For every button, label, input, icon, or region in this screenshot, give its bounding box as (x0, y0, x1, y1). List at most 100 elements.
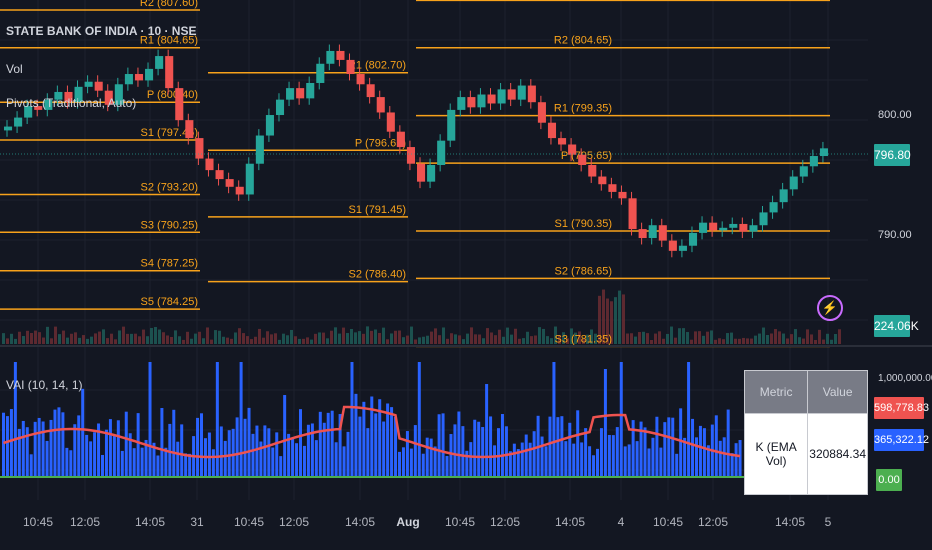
volume-bar (182, 339, 185, 344)
volume-bar (774, 329, 777, 344)
candle-body (54, 91, 63, 100)
candle-body (739, 223, 748, 232)
vai-bar (37, 417, 41, 477)
candle-body (638, 229, 647, 239)
volume-bar (382, 327, 385, 344)
time-tick-label: 14:05 (555, 515, 585, 529)
volume-bar (762, 327, 765, 344)
vai-bar (211, 449, 215, 477)
volume-bar (602, 289, 605, 344)
candle-body (74, 86, 83, 103)
vai-bar (120, 450, 124, 477)
vai-bar (647, 448, 651, 477)
candle-body (437, 140, 446, 165)
vai-bar (588, 446, 592, 477)
volume-bar (90, 336, 93, 344)
volume-bar (226, 337, 229, 344)
lightning-icon[interactable]: ⚡ (817, 295, 843, 321)
candle-body (235, 186, 244, 195)
vai-bar (493, 445, 497, 477)
candle-body (165, 56, 174, 89)
price-tick-790: 790.00 (878, 229, 912, 241)
pivot-level-label: S5 (784.25) (141, 296, 198, 308)
vai-zero-tag: 0.00 (876, 469, 902, 491)
vai-bar (390, 407, 394, 477)
candle-body (4, 126, 13, 131)
vai-bar (358, 416, 362, 477)
volume-bar (566, 338, 569, 344)
vai-bar (374, 413, 378, 477)
vai-bar (508, 451, 512, 477)
vai-bar (378, 399, 382, 477)
volume-bar (82, 335, 85, 344)
volume-bar (510, 334, 513, 344)
vai-bar (223, 440, 227, 477)
volume-bar (410, 326, 413, 344)
candle-body (688, 232, 698, 246)
vai-histogram (2, 362, 742, 477)
candle-body (44, 99, 53, 110)
volume-bar (270, 334, 273, 344)
volume-bar (558, 335, 561, 344)
volume-bar (266, 331, 269, 344)
volume-bar (422, 336, 425, 344)
volume-bar (698, 331, 701, 344)
vai-bar (362, 401, 366, 477)
volume-bar (666, 333, 669, 344)
vai-bar (584, 428, 588, 477)
volume-bar (158, 329, 161, 344)
volume-bar (834, 333, 837, 344)
vai-bar (580, 442, 584, 477)
candle-body (457, 97, 466, 110)
vai-bar (136, 413, 140, 477)
vai-bar (445, 456, 449, 477)
volume-bar (386, 339, 389, 344)
time-tick-label: 4 (618, 515, 625, 529)
volume-bar (22, 336, 25, 344)
volume-bar (590, 329, 593, 344)
vai-bar (695, 437, 698, 477)
vai-bar (635, 441, 639, 477)
vai-bar (239, 362, 243, 477)
volume-bar (298, 338, 301, 344)
candle-body (124, 74, 133, 85)
volume-bar (282, 333, 285, 344)
volume-bar (506, 327, 509, 344)
candle-body (225, 179, 234, 187)
volume-bar (806, 329, 809, 344)
vai-bar (409, 448, 413, 477)
candle-body (568, 144, 577, 155)
candle-body (547, 122, 557, 139)
volume-bar (686, 332, 689, 344)
vai-bar (473, 419, 477, 477)
candle-body (376, 97, 385, 113)
candle-body (427, 165, 436, 182)
volume-bar (750, 338, 753, 344)
volume-bar (222, 336, 225, 344)
vai-bar (667, 417, 671, 477)
vai-bar (310, 423, 314, 477)
vai-bar (219, 426, 223, 477)
volume-bar (530, 336, 533, 344)
pivots-legend[interactable]: Pivots (Traditional, Auto) (6, 96, 137, 110)
candle-body (134, 74, 144, 81)
volume-legend[interactable]: Vol (6, 62, 23, 76)
volume-bar (486, 328, 489, 344)
candle-body (336, 50, 345, 60)
volume-bar (694, 331, 697, 344)
volume-bar (146, 336, 149, 344)
vai-legend[interactable]: VAI (10, 14, 1) (6, 378, 83, 392)
candle-body (406, 147, 415, 164)
volume-bar (582, 338, 585, 344)
candle-body (275, 99, 285, 116)
volume-bar (442, 327, 445, 344)
volume-bar (670, 326, 673, 344)
candle-body (668, 240, 677, 251)
candle-body (658, 225, 667, 241)
volume-bar (326, 338, 329, 344)
candle-body (326, 50, 335, 64)
vai-bar (97, 423, 101, 477)
vai-bar (730, 453, 734, 477)
vai-bar (259, 441, 263, 477)
